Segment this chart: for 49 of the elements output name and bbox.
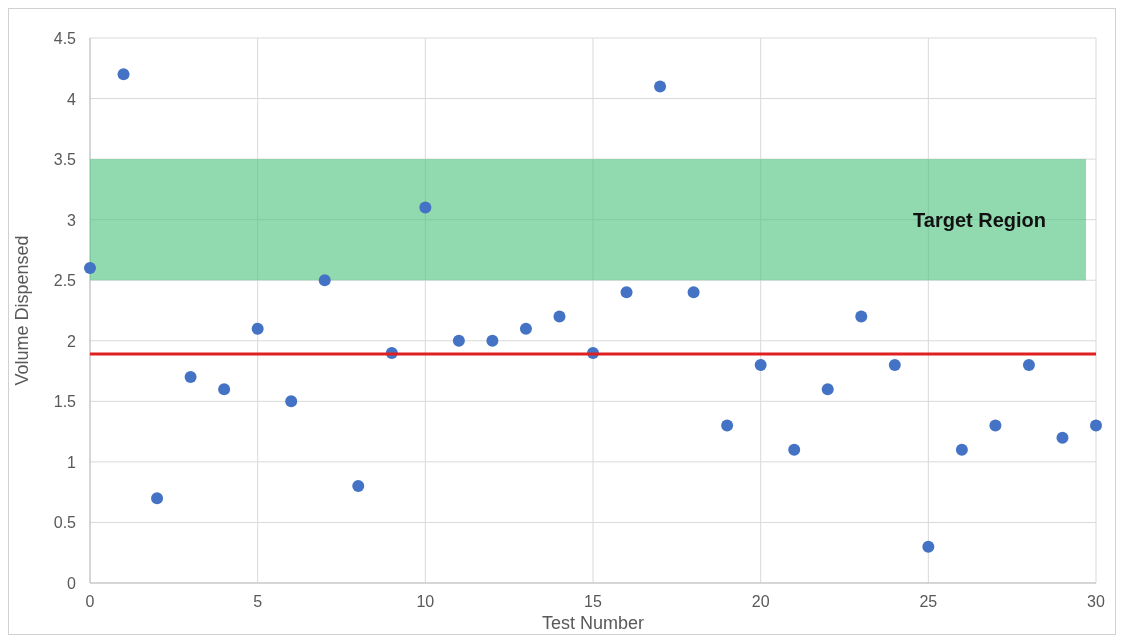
point — [318, 274, 331, 287]
point — [821, 383, 834, 396]
x-tick-label: 25 — [919, 593, 938, 610]
point — [687, 286, 700, 299]
point — [285, 395, 298, 408]
point — [1056, 431, 1069, 444]
y-tick-label: 1.5 — [53, 393, 77, 411]
point — [855, 310, 868, 323]
x-tick-label: 10 — [416, 593, 435, 610]
y-tick-label: 2 — [67, 332, 77, 350]
point — [754, 359, 767, 371]
x-axis-title: Test Number — [541, 613, 645, 633]
point — [620, 286, 633, 299]
point — [151, 492, 164, 505]
y-tick-label: 1 — [67, 453, 77, 471]
x-tick-label: 20 — [751, 593, 770, 610]
point — [1022, 359, 1035, 371]
point — [486, 334, 499, 347]
point — [251, 322, 264, 335]
point — [218, 383, 231, 396]
band-label: Target Region — [913, 208, 1046, 231]
y-tick-label: 3 — [67, 211, 77, 229]
point — [922, 540, 935, 553]
point — [452, 334, 465, 347]
x-tick-label: 30 — [1087, 593, 1105, 610]
point — [888, 359, 901, 371]
point — [117, 68, 130, 81]
point — [989, 419, 1002, 432]
y-tick-label: 4 — [67, 90, 77, 108]
point — [84, 262, 96, 275]
point — [184, 371, 197, 384]
y-axis-title: Volume Dispensed — [12, 235, 32, 386]
point — [721, 419, 734, 432]
y-tick-label: 3.5 — [53, 151, 77, 169]
point — [352, 480, 365, 493]
x-tick-label: 0 — [85, 593, 95, 610]
x-tick-label: 15 — [584, 593, 602, 610]
point — [553, 310, 566, 323]
point — [654, 80, 667, 93]
y-tick-label: 0 — [67, 575, 77, 592]
point — [1090, 419, 1102, 432]
x-tick-label: 5 — [253, 593, 263, 610]
point — [788, 443, 801, 456]
y-tick-label: 2.5 — [53, 272, 77, 290]
y-tick-label: 0.5 — [53, 514, 77, 532]
point — [955, 443, 968, 456]
point — [519, 322, 532, 335]
y-tick-label: 4.5 — [53, 30, 77, 47]
point — [419, 201, 432, 214]
